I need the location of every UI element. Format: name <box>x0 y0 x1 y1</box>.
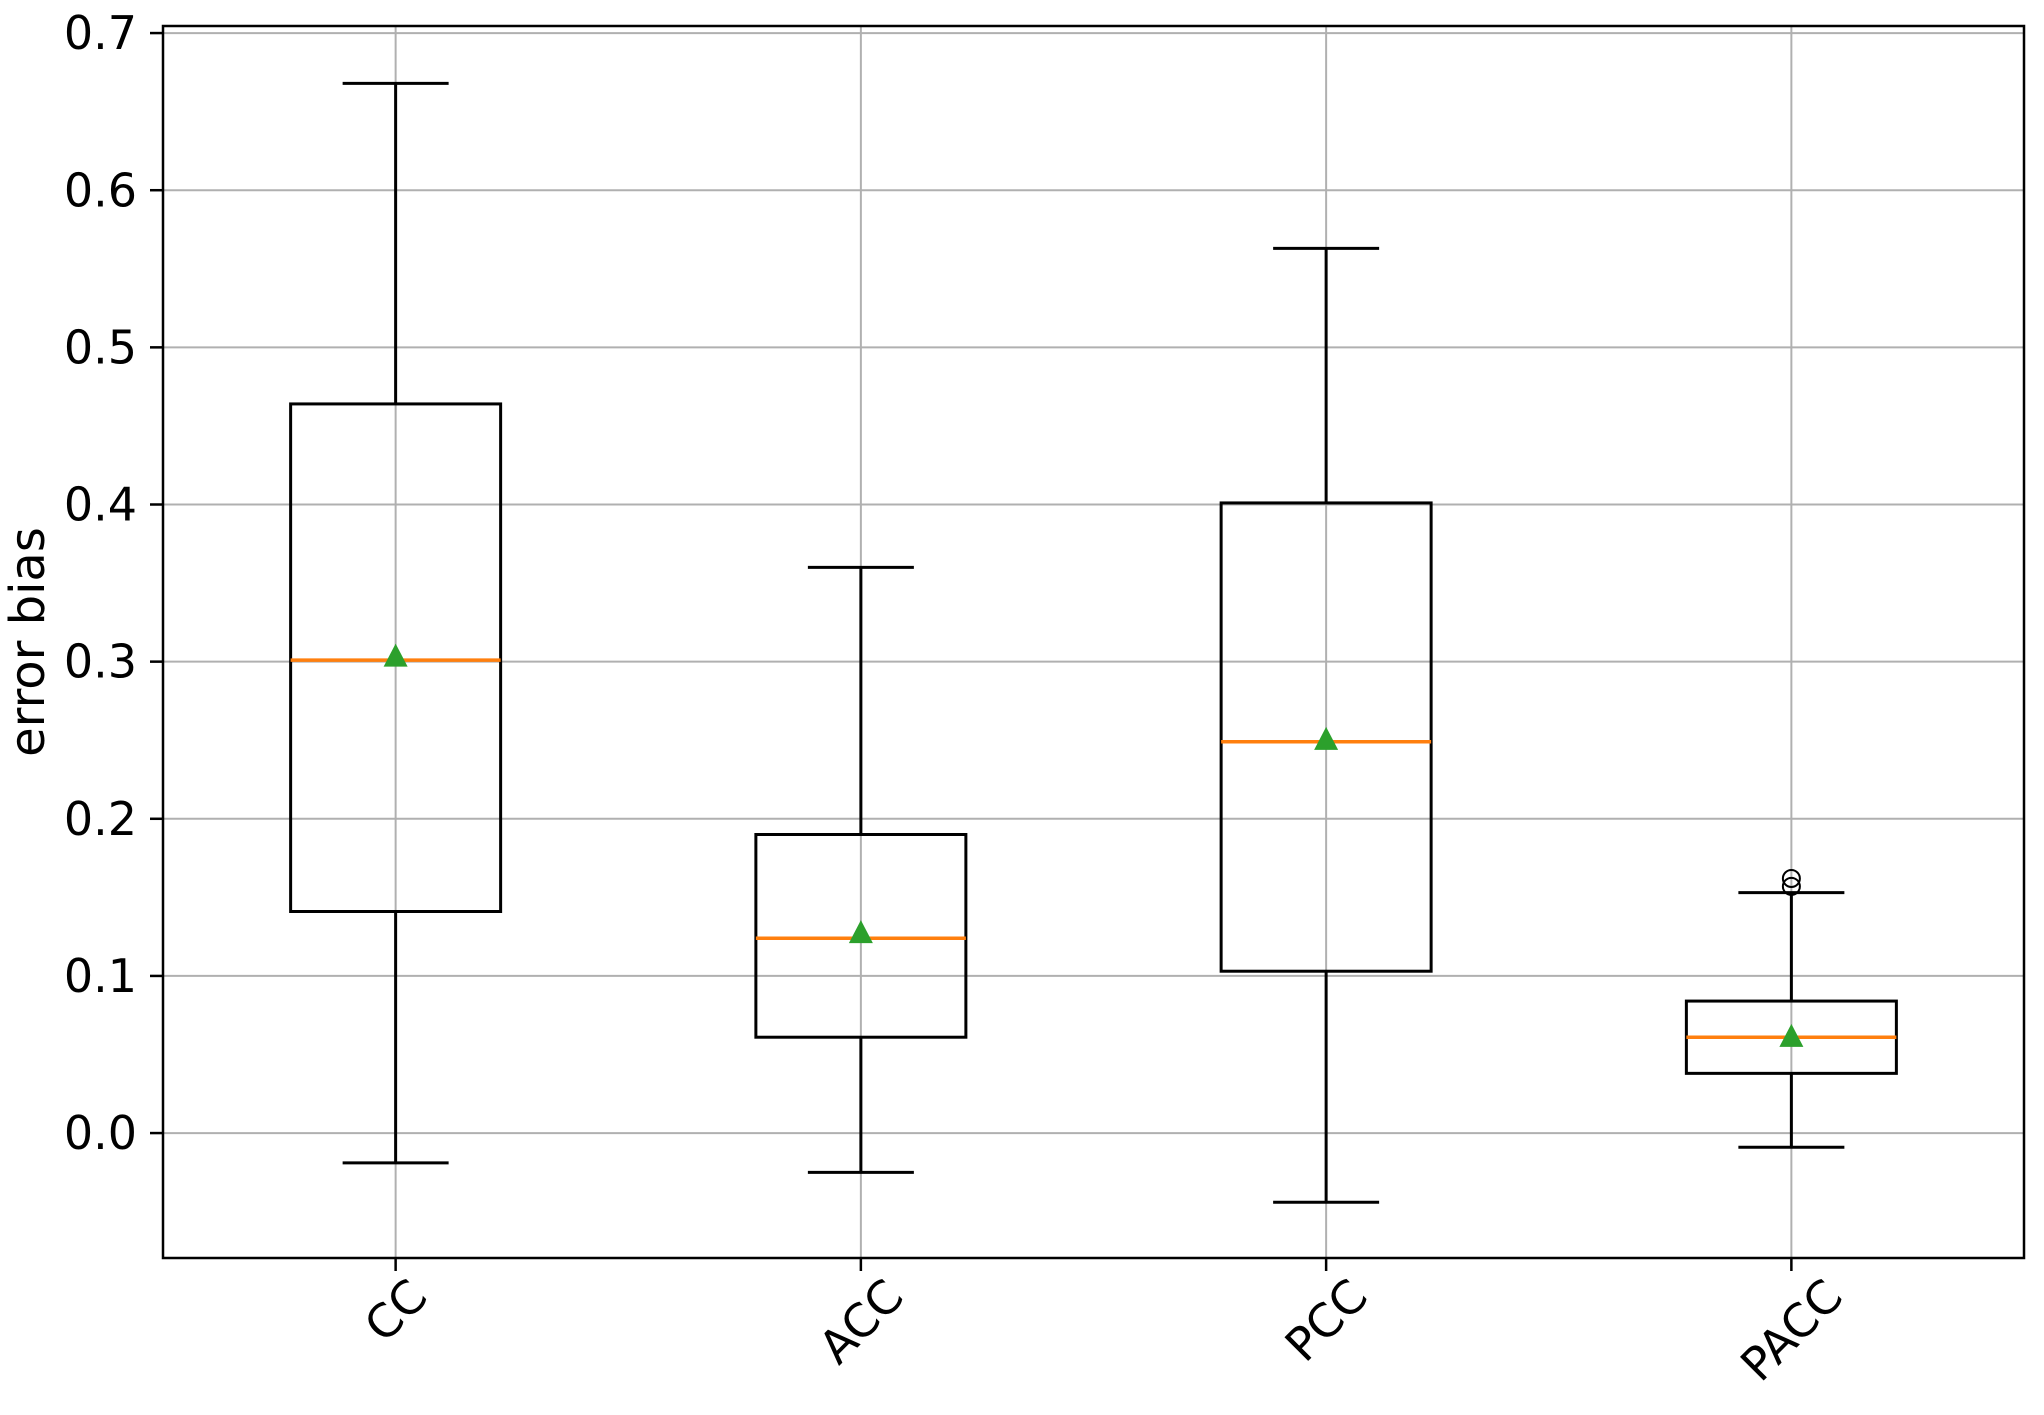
y-tick-label-0.2: 0.2 <box>64 792 137 846</box>
y-tick-label-0.4: 0.4 <box>64 478 137 532</box>
box-iqr-PCC <box>1219 501 1433 973</box>
y-tick-label-0.7: 0.7 <box>64 6 137 60</box>
y-tick-label-0.5: 0.5 <box>64 320 137 374</box>
y-tick-label-0.3: 0.3 <box>64 635 137 689</box>
axes-spines <box>161 24 2026 1260</box>
y-tick-label-0.0: 0.0 <box>64 1106 137 1160</box>
grid-layer <box>163 26 2024 1258</box>
box-group-CC <box>289 81 503 1165</box>
box-group-PCC <box>1219 246 1433 1204</box>
box-iqr-ACC <box>754 833 968 1039</box>
mean-marker-CC <box>383 643 408 667</box>
outlier-PACC-0 <box>1781 876 1801 896</box>
mean-marker-PACC <box>1779 1023 1804 1047</box>
box-iqr-CC <box>289 402 503 913</box>
plot-background <box>163 26 2024 1258</box>
y-tick-label-0.6: 0.6 <box>64 163 137 217</box>
box-group-PACC <box>1684 869 1898 1149</box>
y-tick-label-0.1: 0.1 <box>64 949 137 1003</box>
box-group-ACC <box>754 565 968 1174</box>
mean-marker-PCC <box>1314 726 1339 750</box>
outlier-PACC-1 <box>1781 869 1801 888</box>
y-axis-label: error bias <box>0 527 56 757</box>
mean-marker-ACC <box>848 920 873 944</box>
